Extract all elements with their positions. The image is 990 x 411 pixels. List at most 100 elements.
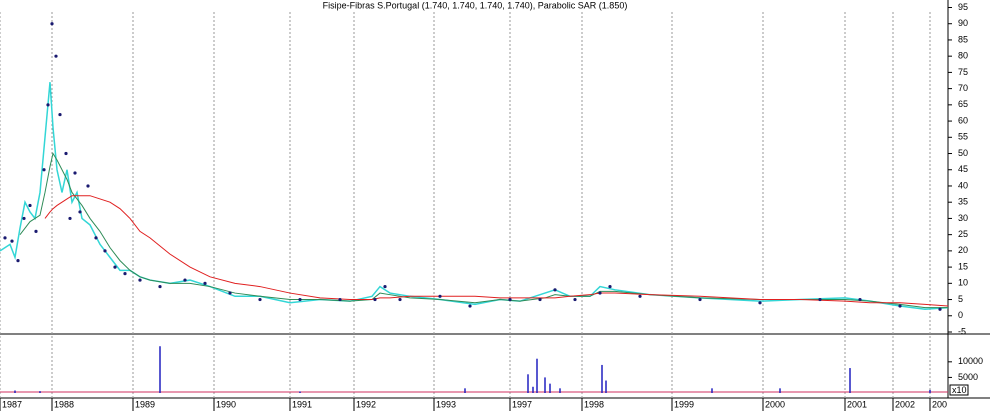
x-tick-label: 2001 (847, 399, 867, 409)
y-tick-label: 25 (958, 229, 968, 239)
y-tick-label: 75 (958, 67, 968, 77)
price-line (0, 82, 949, 311)
y-tick-label: 40 (958, 180, 968, 190)
sar-dot (598, 291, 602, 295)
volume-bar (159, 346, 161, 393)
y-tick-label: 90 (958, 18, 968, 28)
price-line (19, 152, 948, 309)
sar-dot (22, 216, 26, 221)
y-tick-label: 10000 (958, 356, 983, 366)
volume-bar (39, 391, 41, 393)
x-tick-label: 1993 (436, 399, 456, 409)
sar-dot (898, 304, 902, 308)
x-tick-label: 1997 (512, 399, 532, 409)
sar-dot (103, 249, 107, 253)
sar-dot (54, 54, 58, 58)
sar-dot (638, 294, 642, 298)
y-tick-label: 10 (958, 278, 968, 288)
x-tick-label: 1988 (54, 399, 74, 409)
y-tick-label: 70 (958, 83, 968, 93)
volume-bar (532, 386, 534, 393)
sar-dot (203, 281, 207, 285)
sar-dot (538, 297, 542, 302)
y-tick-label: 15 (958, 261, 968, 271)
price-line (44, 195, 949, 307)
volume-bar (849, 368, 851, 393)
volume-bar (14, 390, 16, 393)
y-tick-label: 65 (958, 99, 968, 109)
volume-multiplier: x10 (952, 385, 967, 395)
sar-dot (138, 278, 142, 282)
volume-bar (929, 389, 931, 393)
sar-dot (298, 297, 302, 302)
sar-dot (58, 112, 62, 117)
y-tick-label: -5 (958, 326, 966, 336)
sar-dot (50, 22, 54, 26)
sar-dot (42, 168, 46, 172)
sar-dot (938, 307, 942, 311)
sar-dot (468, 304, 472, 308)
x-tick-label: 2002 (895, 399, 915, 409)
x-tick-label: 1990 (216, 399, 236, 409)
y-tick-label: 85 (958, 34, 968, 44)
x-tick-label: 1999 (674, 399, 694, 409)
volume-bar (299, 391, 301, 393)
sar-dot (73, 171, 77, 175)
sar-dot (383, 284, 387, 289)
sar-dot (158, 284, 162, 289)
y-tick-label: 35 (958, 197, 968, 207)
sar-dot (818, 297, 822, 302)
y-tick-label: 60 (958, 115, 968, 125)
sar-dot (553, 288, 557, 292)
sar-dot (3, 236, 7, 240)
volume-bar (527, 374, 529, 393)
sar-dot (338, 297, 342, 302)
sar-dot (16, 259, 20, 263)
sar-dot (398, 297, 402, 302)
sar-dot (34, 229, 38, 234)
sar-dot (183, 278, 187, 282)
sar-dot (438, 294, 442, 298)
sar-dot (258, 297, 262, 302)
sar-dot (573, 297, 577, 302)
y-tick-label: 50 (958, 148, 968, 158)
volume-bar (779, 388, 781, 393)
y-tick-label: 30 (958, 213, 968, 223)
volume-bar (549, 383, 551, 393)
sar-dot (10, 239, 14, 243)
y-tick-label: 0 (958, 310, 963, 320)
sar-dot (28, 203, 32, 208)
x-tick-label: 1992 (356, 399, 376, 409)
y-tick-label: 80 (958, 51, 968, 61)
volume-bar (559, 388, 561, 393)
sar-dot (698, 297, 702, 302)
volume-bar (601, 364, 603, 393)
volume-bar (536, 358, 538, 393)
volume-bar (711, 388, 713, 393)
y-tick-label: 5 (958, 294, 963, 304)
y-tick-label: 5000 (958, 372, 978, 382)
sar-dot (123, 271, 127, 276)
sar-dot (373, 297, 377, 302)
sar-dot (858, 297, 862, 302)
sar-dot (78, 210, 82, 214)
x-tick-label: 2000 (765, 399, 785, 409)
x-tick-label: 1987 (2, 399, 22, 409)
x-tick-label: 1991 (292, 399, 312, 409)
sar-dot (68, 216, 72, 221)
x-tick-label: 1989 (135, 399, 155, 409)
multiplier-box (949, 384, 969, 396)
sar-dot (608, 284, 612, 289)
volume-bar (464, 388, 466, 393)
sar-dot (508, 297, 512, 302)
y-tick-label: 45 (958, 164, 968, 174)
volume-bar (544, 377, 546, 393)
sar-dot (758, 301, 762, 305)
x-tick-label: 200 (932, 399, 947, 409)
y-tick-label: 55 (958, 132, 968, 142)
sar-dot (64, 151, 68, 156)
chart-title: Fisipe-Fibras S.Portugal (1.740, 1.740, … (323, 0, 628, 10)
sar-dot (46, 103, 50, 107)
